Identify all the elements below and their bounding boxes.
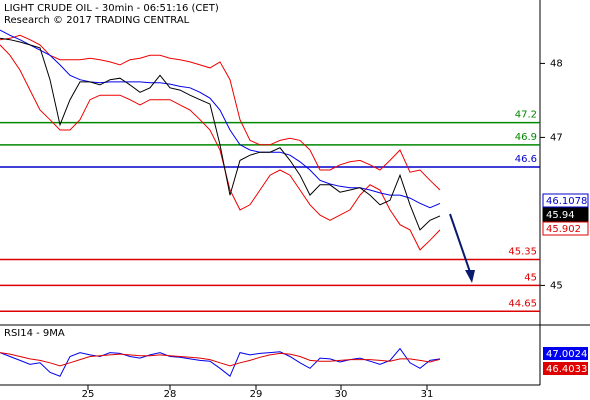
level-label: 46.6 <box>515 154 537 165</box>
price-box <box>542 207 589 222</box>
level-label: 44.65 <box>508 298 537 309</box>
x-tick-label: 29 <box>250 389 263 400</box>
x-tick-label: 28 <box>164 389 177 400</box>
series-line <box>0 29 441 209</box>
series-line <box>0 37 441 231</box>
price-box <box>542 221 589 236</box>
x-tick-label: 25 <box>82 389 95 400</box>
level-label: 47.2 <box>515 110 537 121</box>
chart-subtitle: Research © 2017 TRADING CENTRAL <box>4 15 190 26</box>
price-box-label: 46.1078 <box>546 196 587 207</box>
series-line <box>0 352 441 367</box>
x-tick-label: 31 <box>421 389 434 400</box>
arrow-head <box>465 270 475 283</box>
y-tick-label: 48 <box>550 58 563 69</box>
series-line <box>0 34 441 191</box>
level-label: 45.35 <box>508 247 537 258</box>
price-box-label: 45.94 <box>546 210 575 221</box>
price-box <box>542 193 589 208</box>
rsi-title: RSI14 - 9MA <box>4 328 65 339</box>
series-line <box>0 347 441 377</box>
value-box-label: 47.0024 <box>546 349 587 360</box>
level-label: 46.9 <box>515 132 537 143</box>
y-tick-label: 47 <box>550 132 563 143</box>
value-box-label: 46.4033 <box>546 364 587 375</box>
forecast-arrow <box>449 213 471 273</box>
value-box <box>543 362 588 375</box>
price-box-label: 45.902 <box>546 224 581 235</box>
series-line <box>0 44 441 251</box>
value-box <box>543 347 588 360</box>
y-tick-label: 45 <box>550 280 563 291</box>
chart-title: LIGHT CRUDE OIL - 30min - 06:51:16 (CET) <box>4 3 219 14</box>
x-tick-label: 30 <box>335 389 348 400</box>
level-label: 45 <box>524 272 537 283</box>
